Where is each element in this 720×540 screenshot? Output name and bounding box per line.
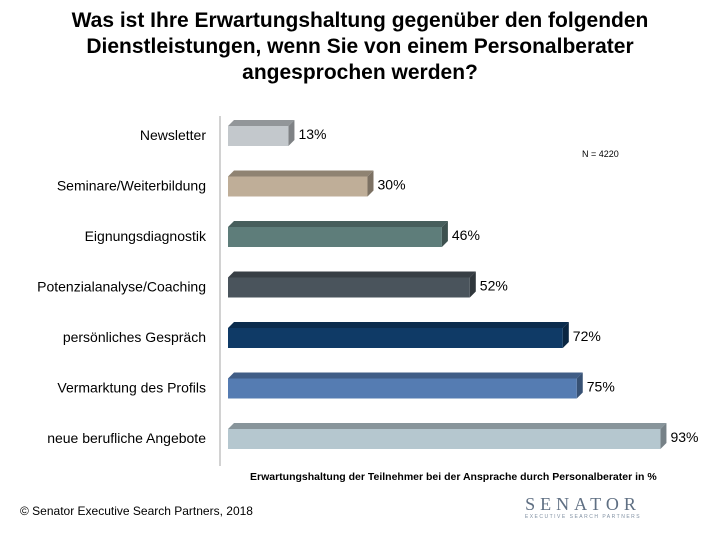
category-label: Newsletter <box>140 127 206 143</box>
bar-group: 46% Eignungsdiagnostik <box>85 221 480 247</box>
bar-group: 93% neue berufliche Angebote <box>47 423 698 449</box>
copyright-text: © Senator Executive Search Partners, 201… <box>20 504 253 518</box>
bar-top-face <box>228 221 448 227</box>
bar-side-face <box>367 170 374 197</box>
bar-top-face <box>228 372 583 379</box>
senator-logo: SENATOR EXECUTIVE SEARCH PARTNERS <box>518 494 648 521</box>
bar-side-face <box>660 423 667 449</box>
category-label: neue berufliche Angebote <box>47 430 206 446</box>
bar-side-face <box>441 221 448 247</box>
chart-title: Was ist Ihre Erwartungshaltung gegenüber… <box>71 9 649 84</box>
bar-value-label: 52% <box>480 278 508 294</box>
logo-wordmark: SENATOR <box>525 494 641 514</box>
bar-group: 52% Potenzialanalyse/Coaching <box>37 271 508 298</box>
bar-side-face <box>288 120 295 146</box>
category-label: Seminare/Weiterbildung <box>57 178 206 194</box>
bar <box>228 328 563 348</box>
bar-top-face <box>228 423 667 429</box>
bar-value-label: 75% <box>587 379 615 395</box>
bar-value-label: 46% <box>452 227 480 243</box>
bar-value-label: 93% <box>670 429 698 445</box>
x-axis-label: Erwartungshaltung der Teilnehmer bei der… <box>250 471 657 483</box>
sample-size-note: N = 4220 <box>582 149 619 159</box>
bar-top-face <box>228 271 476 278</box>
category-label: Vermarktung des Profils <box>57 380 206 396</box>
bar <box>228 277 470 298</box>
bar-group: 13% Newsletter <box>140 120 326 146</box>
bar <box>228 126 289 146</box>
bar-side-face <box>576 372 583 399</box>
bar <box>228 378 577 399</box>
bar-top-face <box>228 170 374 177</box>
bar <box>228 227 442 247</box>
bar-top-face <box>228 120 295 126</box>
bar-value-label: 30% <box>378 177 406 193</box>
category-label: Eignungsdiagnostik <box>85 228 207 244</box>
category-label: Potenzialanalyse/Coaching <box>37 279 206 295</box>
bar-group: 75% Vermarktung des Profils <box>57 372 615 399</box>
bar-group: 30% Seminare/Weiterbildung <box>57 170 406 197</box>
category-label: persönliches Gespräch <box>63 329 206 345</box>
bar-value-label: 13% <box>298 126 326 142</box>
bars-layer: 13% Newsletter 30% Seminare/Weiterbildung 46… <box>37 120 698 449</box>
bar-value-label: 72% <box>573 328 601 344</box>
logo-tagline: EXECUTIVE SEARCH PARTNERS <box>524 514 642 520</box>
bar <box>228 429 661 449</box>
bar-side-face <box>562 322 569 348</box>
bar-group: 72% persönliches Gespräch <box>63 322 601 348</box>
bar-side-face <box>469 271 476 298</box>
bar-top-face <box>228 322 569 328</box>
bar <box>228 176 368 197</box>
